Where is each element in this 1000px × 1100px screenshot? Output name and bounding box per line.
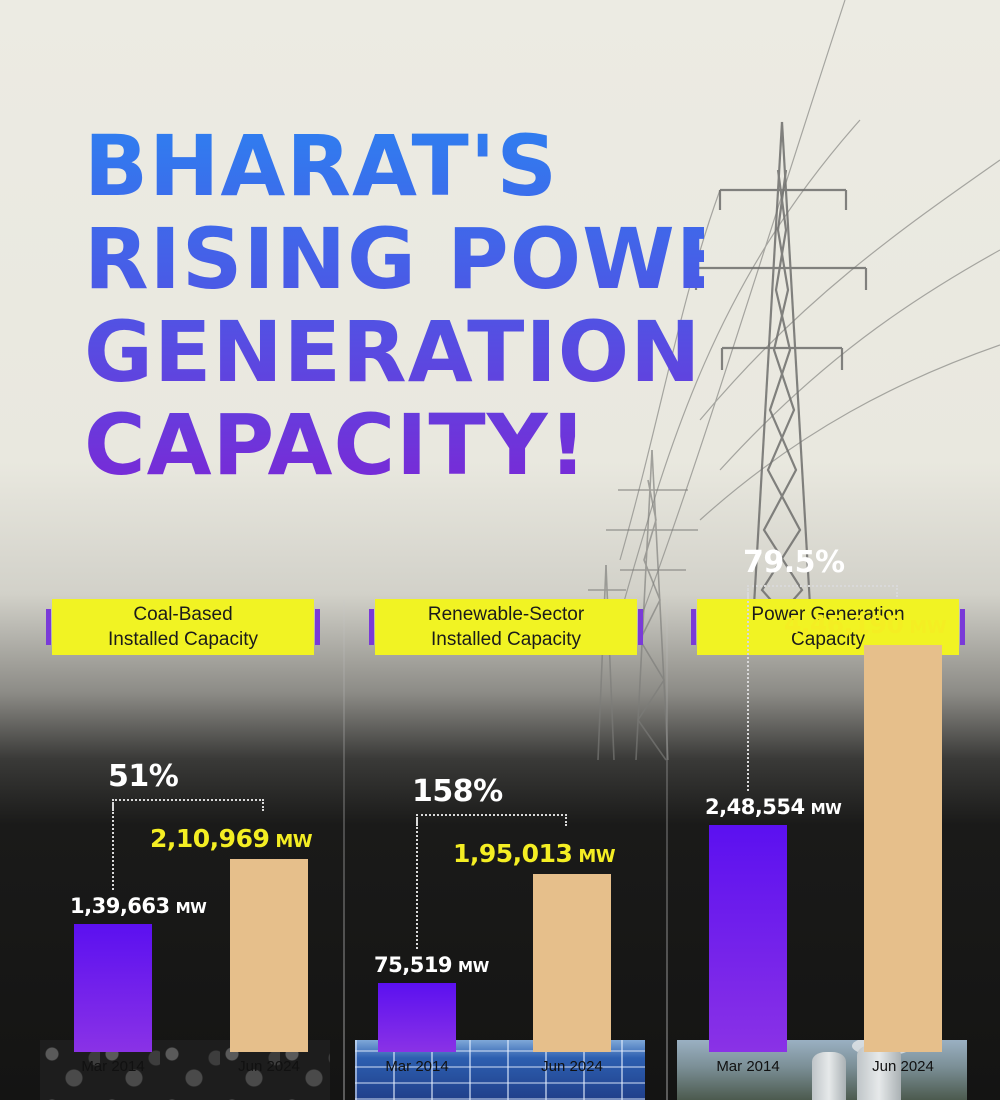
value-unit: MW: [909, 616, 947, 638]
power-generation-chart-panel: Power Generation Capacity Mar 2014 Jun 2…: [677, 0, 999, 1100]
value-number: 2,48,554: [705, 795, 805, 820]
chart-title-line: Power Generation: [751, 604, 905, 625]
chart-title-line: Coal-Based: [133, 604, 233, 625]
growth-percentage: 51%: [108, 759, 179, 795]
growth-connector: [747, 584, 898, 597]
value-unit: MW: [175, 899, 207, 918]
bar-mar-2014: [709, 825, 787, 1052]
category-label-jun-2024: Jun 2024: [541, 1058, 603, 1075]
category-label-mar-2014: Mar 2014: [385, 1058, 449, 1075]
chart-title-badge: Coal-Based Installed Capacity: [46, 599, 320, 655]
value-label-mar-2014: 75,519 MW: [374, 953, 489, 977]
growth-connector: [416, 813, 567, 826]
cooling-tower: [812, 1052, 846, 1100]
chart-title-badge: Power Generation Capacity: [691, 599, 965, 655]
value-unit: MW: [578, 845, 616, 867]
bar-jun-2024: [533, 873, 611, 1052]
value-label-jun-2024: 1,95,013 MW: [453, 838, 616, 868]
chart-title: Coal-Based Installed Capacity: [108, 602, 258, 652]
bar-jun-2024: [864, 644, 942, 1052]
value-number: 4,46,190: [784, 609, 904, 639]
value-unit: MW: [810, 800, 842, 819]
chart-title: Power Generation Capacity: [751, 602, 904, 652]
growth-connector: [112, 799, 264, 812]
category-label-jun-2024: Jun 2024: [872, 1058, 934, 1075]
chart-title: Renewable-Sector Installed Capacity: [428, 602, 584, 652]
value-number: 75,519: [374, 953, 453, 978]
category-label-mar-2014: Mar 2014: [81, 1058, 145, 1075]
chart-title-line: Installed Capacity: [108, 629, 258, 650]
bar-mar-2014: [378, 983, 456, 1052]
value-number: 1,39,663: [70, 894, 170, 919]
coal-chart-panel: Coal-Based Installed Capacity Mar 2014 J…: [40, 0, 362, 1100]
chart-title-line: Renewable-Sector: [427, 604, 585, 625]
category-label-mar-2014: Mar 2014: [716, 1058, 780, 1075]
growth-connector-leg: [112, 799, 114, 891]
panel-divider: [666, 600, 668, 1100]
growth-percentage: 79.5%: [743, 544, 845, 580]
value-label-jun-2024: 4,46,190 MW: [784, 609, 947, 639]
growth-connector-leg: [416, 813, 418, 950]
category-label-jun-2024: Jun 2024: [238, 1058, 300, 1075]
value-number: 2,10,969: [150, 824, 270, 854]
bar-jun-2024: [230, 859, 308, 1052]
value-label-mar-2014: 1,39,663 MW: [70, 894, 207, 919]
chart-title-line: Installed Capacity: [431, 629, 581, 650]
value-unit: MW: [458, 958, 489, 977]
cooling-tower: [857, 1044, 901, 1100]
growth-connector-leg: [747, 584, 749, 792]
value-number: 1,95,013: [453, 838, 573, 868]
value-label-jun-2024: 2,10,969 MW: [150, 824, 313, 854]
growth-percentage: 158%: [412, 773, 503, 809]
value-label-mar-2014: 2,48,554 MW: [705, 795, 842, 820]
chart-title-line: Capacity: [791, 629, 865, 650]
value-unit: MW: [275, 831, 313, 853]
chart-title-badge: Renewable-Sector Installed Capacity: [369, 599, 643, 655]
bar-mar-2014: [74, 924, 152, 1052]
panel-divider: [343, 600, 345, 1100]
renewable-chart-panel: Renewable-Sector Installed Capacity Mar …: [355, 0, 677, 1100]
